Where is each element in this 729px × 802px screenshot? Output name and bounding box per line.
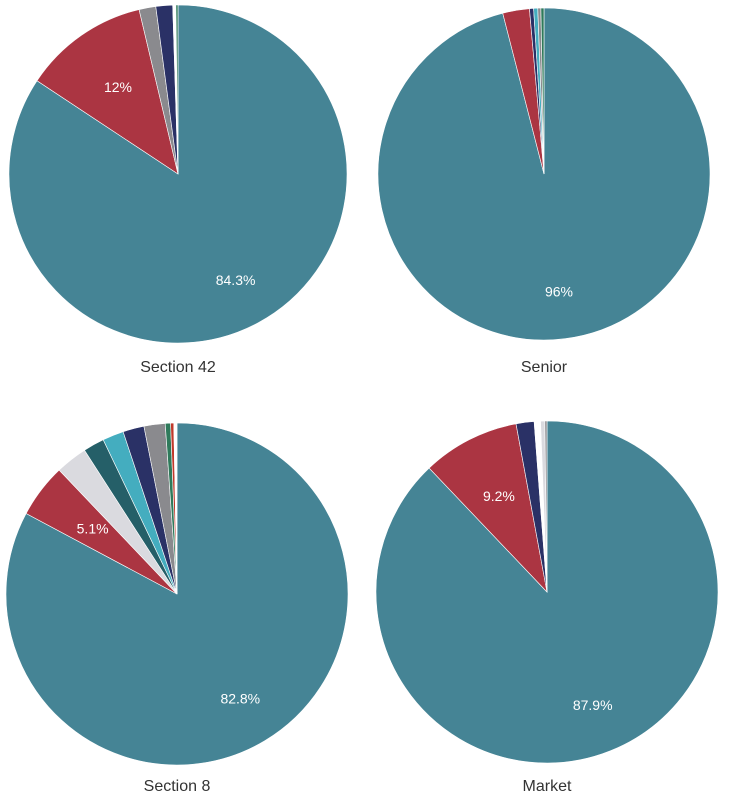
pie-slice bbox=[428, 423, 548, 593]
pie-slice bbox=[375, 420, 719, 764]
pie-chart-section-42: 84.3% 12% Section 42 bbox=[8, 4, 348, 376]
pie-title-senior: Senior bbox=[521, 359, 568, 376]
pie-slice bbox=[36, 9, 179, 175]
pie-slice bbox=[175, 4, 179, 175]
slice-percent-label: 9.2% bbox=[483, 488, 515, 504]
slice-percent-label: 5.1% bbox=[77, 521, 109, 537]
pie-chart-senior: 96% Senior bbox=[377, 7, 711, 376]
pie-title-section-42: Section 42 bbox=[140, 359, 216, 376]
slice-percent-label: 96% bbox=[545, 283, 573, 299]
pie-title-section-8: Section 8 bbox=[144, 778, 211, 795]
slice-percent-label: 87.9% bbox=[573, 697, 613, 713]
pie-chart-market: 87.9% 9.2% Market bbox=[375, 420, 719, 795]
pie-slice bbox=[544, 420, 548, 593]
pie-slice bbox=[173, 422, 178, 595]
pie-title-market: Market bbox=[523, 778, 572, 795]
slice-percent-label: 82.8% bbox=[220, 690, 260, 706]
pie-chart-section-8: 82.8% 5.1% Section 8 bbox=[5, 422, 349, 795]
slice-percent-label: 12% bbox=[104, 79, 132, 95]
slice-percent-label: 84.3% bbox=[216, 272, 256, 288]
pie-slice bbox=[540, 7, 545, 175]
